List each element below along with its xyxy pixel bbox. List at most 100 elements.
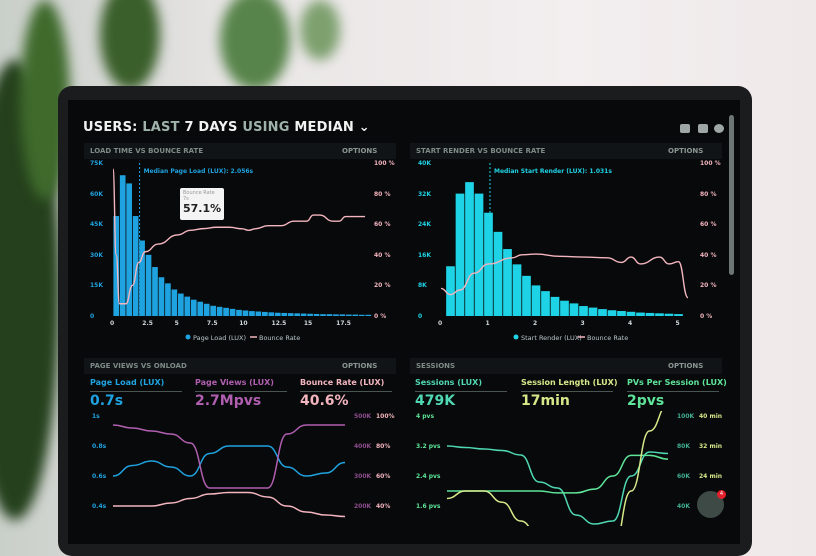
y-tick-label: 16K [418, 251, 431, 259]
histogram-bar [313, 313, 320, 316]
histogram-bar [262, 311, 268, 316]
histogram-bar [190, 299, 197, 316]
panel-title: START RENDER VS BOUNCE RATE [416, 147, 546, 155]
y2-tick-label: 100K [677, 413, 695, 420]
y2-tick-label: 0 % [700, 313, 713, 320]
tooltip: Bounce Rate 7s 57.1% [180, 188, 224, 220]
y-tick-label: 15K [90, 282, 103, 290]
chevron-down-icon[interactable]: ⌄ [358, 120, 370, 135]
tooltip-sub: 7s [183, 196, 189, 202]
y-tick-label: 40K [418, 160, 431, 167]
y-tick-label: 1.6 pvs [416, 503, 441, 510]
histogram-bar [531, 285, 541, 316]
x-tick-label: 7.5 [206, 320, 218, 327]
histogram-bar [197, 301, 204, 316]
panel-header [84, 143, 396, 159]
histogram-bar [300, 313, 307, 316]
legend-label: Page Load (LUX) [193, 334, 247, 342]
y2-tick-label: 40 % [374, 251, 391, 259]
histogram-bar [294, 313, 300, 316]
y2-tick-label: 60 % [700, 221, 717, 229]
x-tick-label: 3 [580, 320, 585, 327]
kpi-label: Sessions (LUX) [415, 378, 482, 387]
kpi-label: Session Length (LUX) [521, 378, 618, 387]
histogram-bar [346, 314, 352, 316]
y3-tick-label: 32 min [699, 443, 723, 450]
y-tick-label: 0 [90, 313, 95, 320]
share-icon[interactable] [698, 124, 708, 133]
x-tick-label: 2 [533, 320, 538, 327]
histogram-bar [579, 306, 588, 316]
y-tick-label: 0.8s [92, 443, 107, 450]
panel-title: SESSIONS [416, 362, 456, 370]
legend-label: Bounce Rate [259, 334, 301, 342]
dashboard-title[interactable]: USERS: LAST 7 DAYS USING MEDIAN ⌄ [83, 120, 370, 135]
y2-tick-label: 80K [677, 443, 690, 450]
monitor-icon[interactable] [680, 124, 690, 133]
histogram-bar [339, 314, 346, 316]
histogram-bar [274, 312, 281, 316]
histogram-bar [569, 303, 579, 316]
options-button[interactable]: OPTIONS [342, 147, 378, 155]
series-line [112, 445, 346, 477]
series-line [113, 491, 346, 518]
y-tick-label: 8K [418, 282, 427, 290]
kpi-label: Page Load (LUX) [90, 378, 165, 387]
histogram-bar [249, 311, 255, 316]
y2-tick-label: 100 % [374, 160, 395, 167]
histogram-bar [455, 193, 465, 316]
y2-tick-label: 80 % [374, 190, 391, 198]
title-median: MEDIAN [294, 120, 354, 135]
help-icon[interactable] [714, 124, 724, 133]
y-tick-label: 0 [418, 313, 423, 320]
y2-tick-label: 60 % [374, 221, 391, 229]
options-button[interactable]: OPTIONS [668, 362, 704, 370]
y-tick-label: 0.6s [92, 473, 107, 480]
histogram-bar [598, 309, 607, 316]
histogram-bar [617, 311, 626, 316]
bounce-rate-line [440, 253, 689, 299]
kpi-divider [195, 391, 287, 392]
series-line [446, 411, 663, 526]
histogram-bar [132, 216, 139, 316]
histogram-bar [333, 314, 339, 316]
histogram-bar [242, 310, 249, 316]
y3-tick-label: 80% [376, 443, 391, 450]
y2-tick-label: 40 % [700, 251, 717, 259]
legend-marker [185, 334, 191, 340]
y2-tick-label: 40K [677, 503, 690, 510]
histogram-bar [352, 314, 359, 316]
y-tick-label: 30K [90, 251, 103, 259]
y2-tick-label: 80 % [700, 190, 717, 198]
x-tick-label: 10 [239, 320, 248, 327]
kpi-value: 17min [521, 393, 570, 409]
y-tick-label: 0.4s [92, 503, 107, 510]
options-button[interactable]: OPTIONS [668, 147, 704, 155]
scrollbar[interactable] [729, 115, 734, 275]
options-button[interactable]: OPTIONS [342, 362, 378, 370]
histogram-bar [326, 314, 333, 316]
histogram-bar [446, 266, 455, 316]
histogram-bar [493, 231, 503, 316]
x-tick-label: 0 [110, 320, 115, 327]
histogram-bar [358, 314, 365, 316]
panel-header [410, 143, 722, 159]
histogram-bar [655, 313, 664, 316]
y-tick-label: 2.4 pvs [416, 473, 441, 480]
y-tick-label: 3.2 pvs [416, 443, 441, 450]
y2-tick-label: 200K [354, 503, 372, 510]
y2-tick-label: 20 % [374, 282, 391, 290]
y2-tick-label: 400K [354, 443, 372, 450]
histogram-bar [171, 289, 178, 316]
y-tick-label: 1s [92, 413, 100, 420]
kpi-label: Bounce Rate (LUX) [300, 378, 385, 387]
histogram-bar [588, 307, 598, 316]
median-annotation: Median Start Render (LUX): 1.031s [493, 168, 612, 175]
kpi-label: Page Views (LUX) [195, 378, 274, 387]
panel-header [410, 358, 722, 374]
histogram-bar [152, 267, 158, 316]
kpi-value: 479K [415, 393, 456, 409]
histogram-bar [216, 306, 223, 316]
title-using: USING [242, 120, 290, 135]
histogram-bar [307, 313, 313, 316]
